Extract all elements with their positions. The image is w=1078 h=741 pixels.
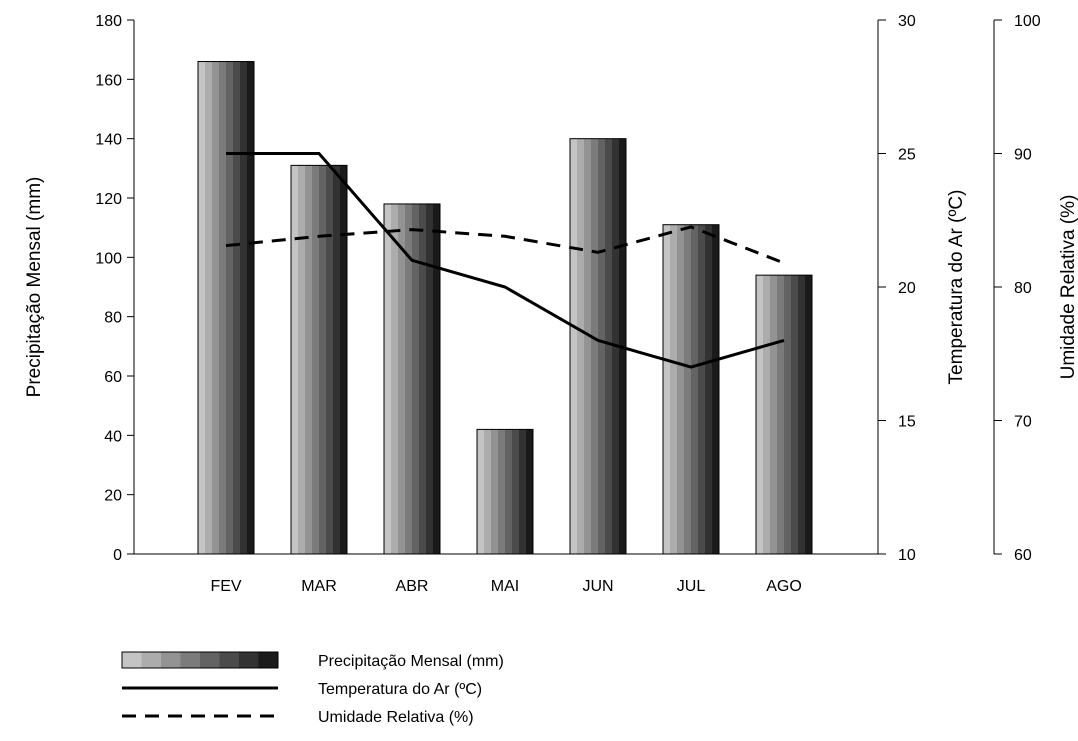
bar-abr — [384, 204, 440, 554]
left-tick-label: 60 — [104, 369, 122, 386]
bar-ago — [756, 275, 812, 554]
left-tick-label: 80 — [104, 310, 122, 327]
bar-jul — [663, 225, 719, 554]
bar-fev — [198, 62, 254, 554]
x-tick-label-mar: MAR — [301, 578, 337, 595]
right-humidity-tick-label: 100 — [1014, 13, 1041, 30]
legend-label-precipitation: Precipitação Mensal (mm) — [318, 653, 504, 670]
x-tick-label-jul: JUL — [677, 578, 706, 595]
left-tick-label: 20 — [104, 488, 122, 505]
right-humidity-axis-title: Umidade Relativa (%) — [1058, 195, 1078, 380]
bar-mar — [291, 165, 347, 554]
x-tick-label-ago: AGO — [766, 578, 802, 595]
right-temperature-tick-label: 10 — [898, 547, 916, 564]
legend-swatch-precipitation — [122, 652, 278, 668]
right-temperature-tick-label: 20 — [898, 280, 916, 297]
right-temperature-axis-title: Temperatura do Ar (ºC) — [946, 190, 967, 385]
left-tick-label: 180 — [95, 13, 122, 30]
legend-label-temperature: Temperatura do Ar (ºC) — [318, 681, 482, 698]
right-humidity-tick-label: 80 — [1014, 280, 1032, 297]
left-axis-title: Precipitação Mensal (mm) — [24, 177, 45, 398]
left-tick-label: 100 — [95, 250, 122, 267]
right-temperature-tick-label: 30 — [898, 13, 916, 30]
right-humidity-tick-label: 90 — [1014, 147, 1032, 164]
x-tick-label-mai: MAI — [491, 578, 519, 595]
x-tick-label-fev: FEV — [210, 578, 241, 595]
x-tick-label-jun: JUN — [582, 578, 613, 595]
left-tick-label: 40 — [104, 428, 122, 445]
legend-label-humidity: Umidade Relativa (%) — [318, 709, 474, 726]
bar-mai — [477, 429, 533, 554]
right-temperature-tick-label: 15 — [898, 414, 916, 431]
left-tick-label: 160 — [95, 72, 122, 89]
right-humidity-tick-label: 60 — [1014, 547, 1032, 564]
left-tick-label: 140 — [95, 132, 122, 149]
right-humidity-tick-label: 70 — [1014, 414, 1032, 431]
left-tick-label: 0 — [113, 547, 122, 564]
legend: Precipitação Mensal (mm) Temperatura do A… — [122, 652, 504, 726]
x-tick-label-abr: ABR — [396, 578, 429, 595]
axes-layer: 0 20 40 60 80 100 120 140 160 180 10 15 20 25 30 60 70 80… — [24, 13, 1078, 595]
bars-layer — [198, 62, 812, 554]
left-tick-label: 120 — [95, 191, 122, 208]
right-temperature-tick-label: 25 — [898, 147, 916, 164]
